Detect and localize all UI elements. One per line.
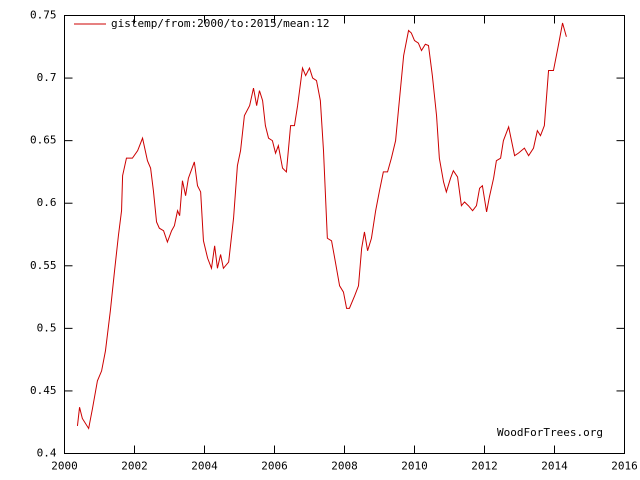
x-tick-label: 2016 (611, 460, 638, 473)
y-tick-label: 0.75 (30, 9, 57, 22)
x-tick-label: 2010 (401, 460, 428, 473)
x-tick-label: 2006 (261, 460, 288, 473)
y-tick-label: 0.7 (37, 71, 57, 84)
y-tick-label: 0.45 (30, 384, 57, 397)
annotation: WoodForTrees.org (497, 426, 603, 439)
x-tick-label: 2002 (121, 460, 148, 473)
data-line (76, 22, 567, 430)
x-tick-label: 2008 (331, 460, 358, 473)
y-tick-label: 0.5 (37, 321, 57, 334)
y-tick-label: 0.65 (30, 134, 57, 147)
legend-label: gistemp/from:2000/to:2015/mean:12 (111, 17, 330, 30)
y-tick-label: 0.4 (37, 447, 57, 460)
y-tick-label: 0.6 (37, 196, 57, 209)
x-tick-label: 2000 (51, 460, 78, 473)
x-tick-label: 2014 (541, 460, 568, 473)
plot-frame (64, 15, 625, 454)
x-tick-label: 2012 (471, 460, 498, 473)
y-tick-label: 0.55 (30, 259, 57, 272)
x-tick-label: 2004 (191, 460, 218, 473)
